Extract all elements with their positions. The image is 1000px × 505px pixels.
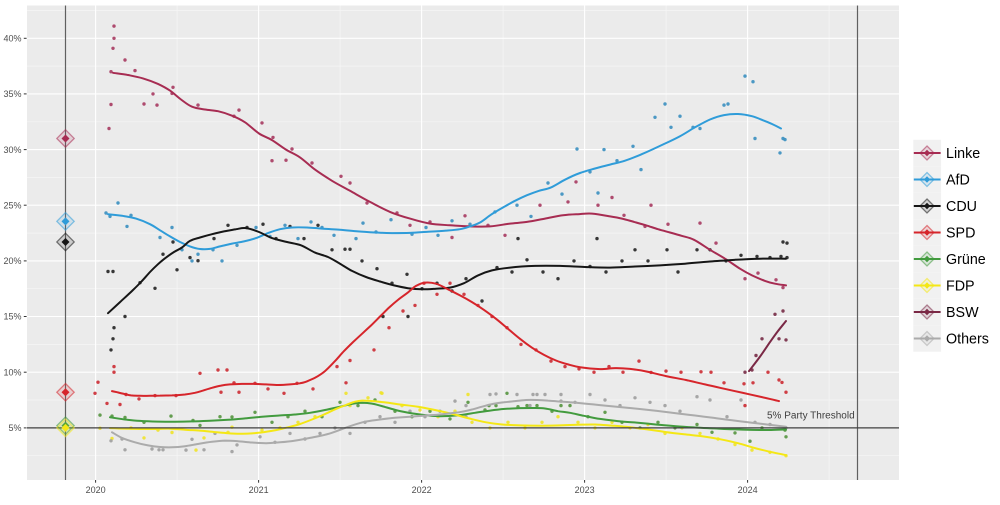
- svg-text:2020: 2020: [86, 485, 106, 495]
- svg-text:5% Party Threshold: 5% Party Threshold: [767, 411, 855, 422]
- svg-text:CDU: CDU: [946, 199, 977, 215]
- svg-text:5%: 5%: [8, 423, 21, 433]
- svg-text:25%: 25%: [3, 200, 21, 210]
- svg-text:40%: 40%: [3, 34, 21, 44]
- svg-text:Grüne: Grüne: [946, 252, 986, 268]
- svg-text:BSW: BSW: [946, 305, 979, 321]
- svg-text:10%: 10%: [3, 367, 21, 377]
- svg-text:15%: 15%: [3, 312, 21, 322]
- svg-text:FDP: FDP: [946, 279, 975, 295]
- svg-text:20%: 20%: [3, 256, 21, 266]
- svg-text:SPD: SPD: [946, 226, 975, 242]
- svg-text:2022: 2022: [412, 485, 432, 495]
- svg-text:2023: 2023: [575, 485, 595, 495]
- svg-text:AfD: AfD: [946, 173, 970, 189]
- svg-text:35%: 35%: [3, 89, 21, 99]
- svg-text:30%: 30%: [3, 145, 21, 155]
- svg-text:2021: 2021: [249, 485, 269, 495]
- svg-text:2024: 2024: [738, 485, 758, 495]
- svg-text:Others: Others: [946, 332, 989, 348]
- svg-text:Linke: Linke: [946, 146, 980, 162]
